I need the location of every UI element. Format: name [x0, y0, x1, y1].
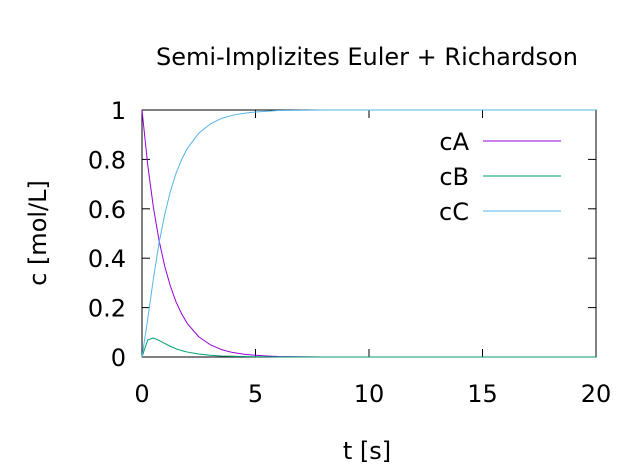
legend: cA cB cC: [439, 128, 561, 226]
y-tick-label: 1: [111, 97, 126, 125]
y-axis-label: c [mol/L]: [24, 180, 52, 286]
y-tick-label: 0.4: [88, 245, 126, 273]
x-tick-label: 10: [354, 380, 385, 408]
legend-label-cA: cA: [439, 128, 469, 156]
plot-frame: [141, 109, 597, 358]
y-tick-label: 0.6: [88, 196, 126, 224]
x-tick-label: 15: [467, 380, 498, 408]
legend-label-cC: cC: [439, 198, 469, 226]
chart-title: Semi-Implizites Euler + Richardson: [156, 43, 578, 71]
y-tick-label: 0.8: [88, 146, 126, 174]
x-tick-label: 0: [134, 380, 149, 408]
series-line-cB: [141, 337, 596, 358]
x-tick-label: 20: [581, 380, 612, 408]
series-line-cC: [141, 109, 596, 358]
x-tick-label: 5: [248, 380, 263, 408]
series-line-cA: [141, 109, 596, 358]
y-tick-label: 0: [111, 344, 126, 372]
plot-area: [141, 109, 597, 358]
x-axis-label: t [s]: [343, 437, 391, 465]
series-lines: [141, 109, 596, 358]
axis-ticks: 0 5 10 15 20 0 0.2 0.4 0.6 0.8 1: [88, 97, 611, 408]
legend-label-cB: cB: [439, 163, 469, 191]
y-tick-label: 0.2: [88, 295, 126, 323]
